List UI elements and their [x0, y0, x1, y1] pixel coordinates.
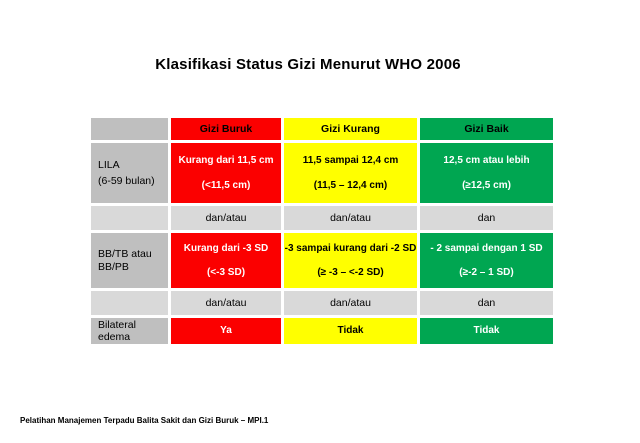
bbtb-label-cell: BB/TB atau BB/PB [91, 233, 168, 288]
edema-kurang-cell: Tidak [284, 318, 417, 344]
header-gizi-kurang: Gizi Kurang [284, 118, 417, 140]
connector2-kurang: dan/atau [284, 291, 417, 315]
header-gizi-baik: Gizi Baik [420, 118, 553, 140]
lila-buruk-cell: Kurang dari 11,5 cm (<11,5 cm) [171, 143, 281, 203]
bbtb-baik-line1: - 2 sampai dengan 1 SD [430, 242, 543, 254]
footer-text: Pelatihan Manajemen Terpadu Balita Sakit… [20, 416, 269, 425]
edema-buruk-cell: Ya [171, 318, 281, 344]
bbtb-buruk-cell: Kurang dari -3 SD (<-3 SD) [171, 233, 281, 288]
bbtb-baik-cell: - 2 sampai dengan 1 SD (≥-2 – 1 SD) [420, 233, 553, 288]
lila-baik-cell: 12,5 cm atau lebih (≥12,5 cm) [420, 143, 553, 203]
classification-table: Gizi Buruk Gizi Kurang Gizi Baik LILA (6… [88, 115, 556, 347]
connector2-empty-cell [91, 291, 168, 315]
bbtb-kurang-cell: -3 sampai kurang dari -2 SD (≥ -3 – <-2 … [284, 233, 417, 288]
bbtb-row: BB/TB atau BB/PB Kurang dari -3 SD (<-3 … [91, 233, 553, 288]
lila-baik-line1: 12,5 cm atau lebih [443, 155, 530, 166]
bbtb-buruk-line2: (<-3 SD) [206, 267, 246, 278]
header-gizi-buruk: Gizi Buruk [171, 118, 281, 140]
bbtb-kurang-line1: -3 sampai kurang dari -2 SD [284, 242, 417, 254]
connector-row-2: dan/atau dan/atau dan [91, 291, 553, 315]
lila-label-line2: (6-59 bulan) [98, 174, 155, 187]
lila-label-line1: LILA [98, 159, 120, 172]
bbtb-buruk-line1: Kurang dari -3 SD [183, 242, 269, 254]
header-row: Gizi Buruk Gizi Kurang Gizi Baik [91, 118, 553, 140]
bbtb-kurang-line2: (≥ -3 – <-2 SD) [317, 267, 384, 278]
header-corner-cell [91, 118, 168, 140]
lila-kurang-line1: 11,5 sampai 12,4 cm [302, 155, 399, 166]
lila-buruk-line1: Kurang dari 11,5 cm [178, 155, 274, 166]
edema-row: Bilateral edema Ya Tidak Tidak [91, 318, 553, 344]
connector-row-1: dan/atau dan/atau dan [91, 206, 553, 230]
connector2-buruk: dan/atau [171, 291, 281, 315]
lila-buruk-line2: (<11,5 cm) [201, 179, 251, 191]
lila-baik-line2: (≥12,5 cm) [462, 179, 511, 191]
lila-kurang-cell: 11,5 sampai 12,4 cm (11,5 – 12,4 cm) [284, 143, 417, 203]
connector1-buruk: dan/atau [171, 206, 281, 230]
connector2-baik: dan [420, 291, 553, 315]
lila-kurang-line2: (11,5 – 12,4 cm) [313, 179, 388, 191]
bbtb-label-line2: BB/PB [98, 260, 129, 273]
page-title: Klasifikasi Status Gizi Menurut WHO 2006 [155, 56, 461, 73]
bbtb-label-line1: BB/TB atau [98, 248, 152, 261]
edema-baik-cell: Tidak [420, 318, 553, 344]
connector1-kurang: dan/atau [284, 206, 417, 230]
connector1-baik: dan [420, 206, 553, 230]
lila-label-cell: LILA (6-59 bulan) [91, 143, 168, 203]
connector1-empty-cell [91, 206, 168, 230]
lila-row: LILA (6-59 bulan) Kurang dari 11,5 cm (<… [91, 143, 553, 203]
bbtb-baik-line2: (≥-2 – 1 SD) [459, 267, 514, 278]
edema-label-cell: Bilateral edema [91, 318, 168, 344]
